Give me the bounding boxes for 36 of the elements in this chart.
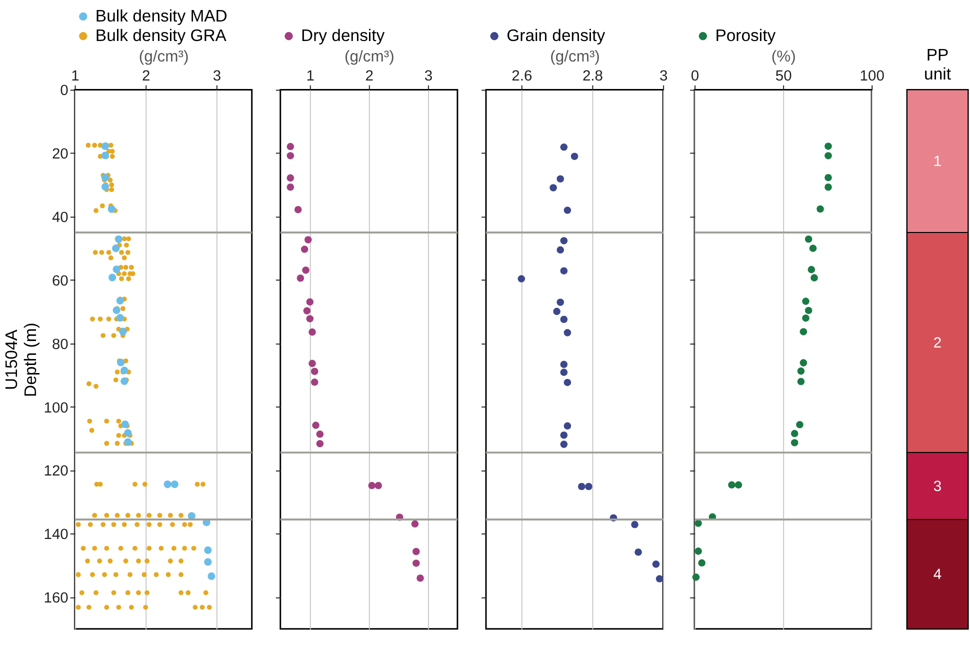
x-tick-label: 2.8 — [582, 68, 603, 84]
legend-label: Dry density — [301, 26, 386, 46]
y-tick-label: 60 — [52, 273, 68, 290]
y-tick-label: 160 — [44, 590, 68, 607]
x-tick-label: 1 — [71, 68, 80, 84]
y-tick-label: 0 — [60, 83, 68, 100]
x-tick-label: 1 — [306, 68, 314, 84]
x-tick-label: 100 — [860, 68, 884, 84]
y-tick-label: 40 — [52, 210, 68, 226]
y-tick-label: 80 — [52, 336, 68, 353]
legend-label: Porosity — [715, 26, 776, 46]
x-tick-label: 3 — [212, 68, 222, 84]
y-axis-title: U1504A Depth (m) — [2, 322, 40, 397]
series-label: 3 — [933, 478, 942, 495]
legend-label: Bulk density GRA — [95, 26, 228, 46]
chart-title: PP unit — [924, 46, 952, 84]
x-axis-title: (g/cm³) — [550, 48, 600, 66]
x-axis-title: (%) — [771, 48, 796, 66]
y-tick-label: 140 — [44, 527, 68, 544]
series-label: 2 — [933, 335, 942, 352]
x-tick-label: 50 — [775, 68, 792, 84]
x-axis-title: (g/cm³) — [138, 48, 189, 66]
series-label: 4 — [933, 567, 942, 584]
y-tick-label: 120 — [44, 464, 68, 480]
x-tick-label: 2.6 — [512, 68, 532, 84]
x-tick-label: 2 — [142, 68, 150, 84]
y-tick-label: 100 — [44, 400, 68, 416]
y-tick-label: 20 — [52, 146, 68, 163]
x-tick-label: 3 — [659, 68, 668, 84]
x-tick-label: 3 — [424, 68, 433, 84]
x-axis-title: (g/cm³) — [344, 48, 394, 66]
series-label: 1 — [933, 154, 942, 170]
x-tick-label: 0 — [690, 68, 700, 84]
legend-label: Bulk density MAD — [95, 6, 228, 26]
legend-label: Grain density — [506, 26, 606, 46]
x-tick-label: 2 — [365, 68, 374, 84]
